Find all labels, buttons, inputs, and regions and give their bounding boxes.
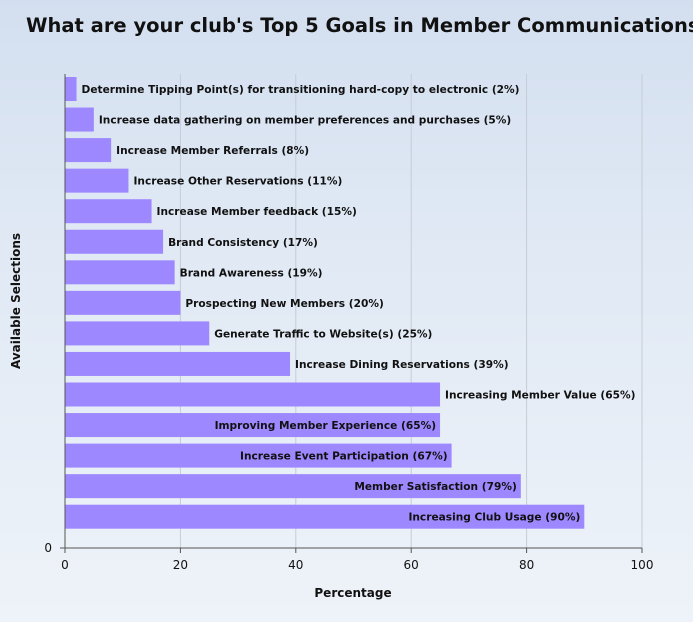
bar-1 — [65, 107, 94, 132]
x-axis-title: Percentage — [314, 586, 391, 600]
y-axis-title: Available Selections — [9, 233, 23, 369]
bar-11 — [65, 413, 441, 438]
bar-13 — [65, 474, 521, 499]
bar-8 — [65, 321, 210, 346]
bar-label-8: Generate Traffic to Website(s) (25%) — [214, 328, 432, 340]
bar-6 — [65, 260, 175, 285]
bar-label-6: Brand Awareness (19%) — [180, 267, 323, 279]
bar-9 — [65, 351, 291, 376]
bar-label-2: Increase Member Referrals (8%) — [116, 145, 309, 157]
bar-label-1: Increase data gathering on member prefer… — [99, 115, 511, 127]
bar-label-10: Increasing Member Value (65%) — [445, 390, 635, 402]
bar-label-12: Increase Event Participation (67%) — [240, 451, 448, 463]
x-tick-label-40: 40 — [288, 558, 303, 572]
bar-label-7: Prospecting New Members (20%) — [185, 298, 383, 310]
x-tick-label-60: 60 — [404, 558, 419, 572]
bar-10 — [65, 382, 441, 407]
x-tick-label-100: 100 — [631, 558, 654, 572]
bar-0 — [65, 77, 77, 101]
bar-label-11: Improving Member Experience (65%) — [215, 420, 436, 432]
bar-14 — [65, 504, 585, 529]
y-tick-label-0: 0 — [44, 541, 52, 555]
axes: 0 20 40 60 80 100 0 — [44, 74, 653, 572]
chart-title: What are your club's Top 5 Goals in Memb… — [26, 14, 693, 37]
bar-4 — [65, 199, 152, 224]
bar-label-4: Increase Member feedback (15%) — [157, 206, 357, 218]
x-tick-label-80: 80 — [519, 558, 534, 572]
bar-label-0: Determine Tipping Point(s) for transitio… — [82, 84, 520, 96]
bar-7 — [65, 290, 181, 315]
x-tick-label-0: 0 — [61, 558, 69, 572]
bar-label-13: Member Satisfaction (79%) — [354, 481, 517, 493]
x-tick-label-20: 20 — [173, 558, 188, 572]
bar-5 — [65, 229, 164, 254]
bar-12 — [65, 443, 452, 468]
bar-2 — [65, 138, 112, 163]
bar-label-5: Brand Consistency (17%) — [168, 237, 318, 249]
bar-label-3: Increase Other Reservations (11%) — [133, 176, 342, 188]
bar-3 — [65, 168, 129, 193]
bar-label-14: Increasing Club Usage (90%) — [408, 512, 580, 524]
bars: Determine Tipping Point(s) for transitio… — [65, 77, 635, 529]
bar-label-9: Increase Dining Reservations (39%) — [295, 359, 509, 371]
